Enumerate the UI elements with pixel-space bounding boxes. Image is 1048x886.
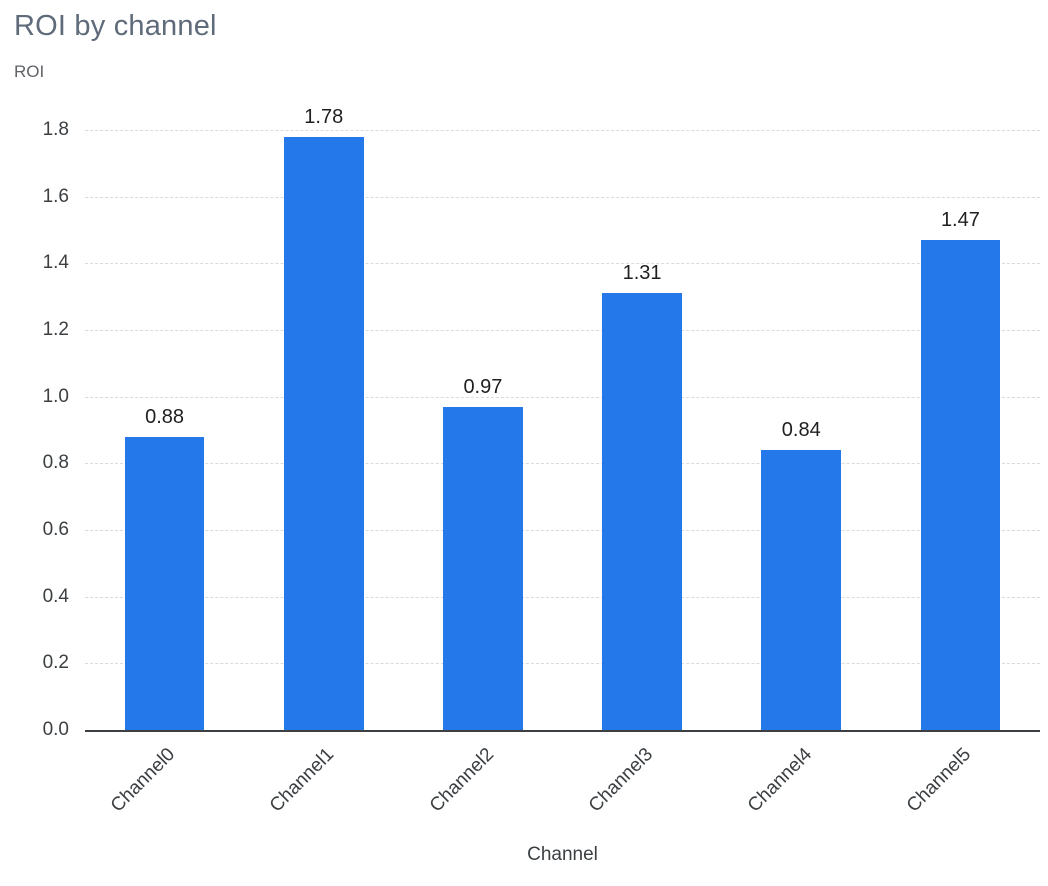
chart-title: ROI by channel (14, 10, 217, 42)
y-tick-label: 1.6 (42, 185, 69, 207)
value-label: 0.88 (145, 405, 185, 428)
gridline (85, 596, 1040, 598)
gridline (85, 263, 1040, 265)
y-tick-label: 0.2 (42, 652, 69, 674)
x-axis-title: Channel (527, 844, 598, 865)
bar[interactable] (602, 293, 682, 730)
gridline (85, 530, 1040, 531)
gridline (85, 396, 1040, 398)
y-tick-label: 1.4 (42, 252, 69, 274)
y-tick-label: 0.0 (42, 719, 69, 740)
y-tick-label: 0.4 (42, 585, 69, 607)
y-axis-title: ROI (14, 62, 45, 81)
value-label: 1.47 (940, 209, 980, 231)
y-tick-label: 0.8 (42, 452, 69, 474)
bar[interactable] (761, 450, 842, 730)
bar[interactable] (283, 136, 364, 730)
y-tick-label: 1.0 (42, 385, 69, 407)
gridline (85, 330, 1040, 331)
bar[interactable] (124, 436, 205, 730)
plot-area: 0.0 0.2 0.4 0.6 0.8 1.0 1.2 1.4 1.6 1.8 0.88 Channe… (43, 106, 1040, 816)
gridline (85, 463, 1040, 465)
y-tick-label: 1.2 (42, 319, 69, 340)
value-label: 1.31 (622, 262, 662, 285)
value-label: 0.84 (781, 419, 821, 441)
value-label: 1.78 (304, 105, 344, 128)
bar[interactable] (920, 240, 1001, 730)
bar[interactable] (443, 406, 523, 730)
gridline (85, 196, 1040, 198)
y-tick-label: 0.6 (42, 519, 69, 540)
gridline (85, 663, 1040, 665)
value-label: 0.97 (463, 375, 503, 398)
y-tick-label: 1.8 (42, 119, 69, 140)
gridline (85, 130, 1040, 131)
